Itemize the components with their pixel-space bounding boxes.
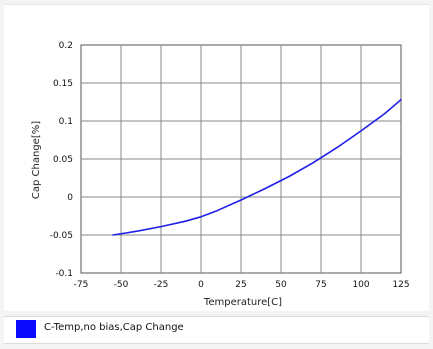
y-tick-label: 0: [67, 193, 73, 203]
line-chart: -75 -50 -25 0 25 50 75 100 125 0.2 0.15 0.1 0.05 0 -0.…: [31, 41, 410, 308]
y-tick-label: 0.15: [53, 79, 73, 89]
y-tick-label: 0.2: [59, 41, 73, 51]
x-tick-label: 50: [275, 280, 287, 290]
x-tick-label: 75: [315, 280, 326, 290]
x-tick-label: 0: [198, 280, 204, 290]
grid-layer: [80, 44, 402, 274]
y-tick-label: -0.1: [55, 269, 73, 279]
y-tick-label: 0.1: [59, 117, 73, 127]
chart-panel: -75 -50 -25 0 25 50 75 100 125 0.2 0.15 0.1 0.05 0 -0.…: [4, 4, 429, 311]
x-tick-label: -50: [114, 280, 129, 290]
x-tick-label: 100: [352, 280, 369, 290]
x-tick-label: 25: [235, 280, 246, 290]
legend-label: C-Temp,no bias,Cap Change: [44, 322, 184, 333]
legend-swatch: [16, 320, 36, 338]
y-axis-label: Cap Change[%]: [31, 121, 42, 199]
x-tick-label: 125: [392, 280, 409, 290]
x-tick-label: -25: [154, 280, 169, 290]
series-line: [112, 98, 402, 236]
y-tick-label: -0.05: [50, 231, 73, 241]
x-axis-label: Temperature[C]: [203, 297, 282, 308]
series-layer: [112, 98, 402, 236]
x-tick-label: -75: [74, 280, 89, 290]
y-tick-label: 0.05: [53, 155, 73, 165]
tick-layer: -75 -50 -25 0 25 50 75 100 125 0.2 0.15 0.1 0.05 0 -0.…: [50, 41, 410, 290]
legend: C-Temp,no bias,Cap Change: [4, 316, 429, 344]
